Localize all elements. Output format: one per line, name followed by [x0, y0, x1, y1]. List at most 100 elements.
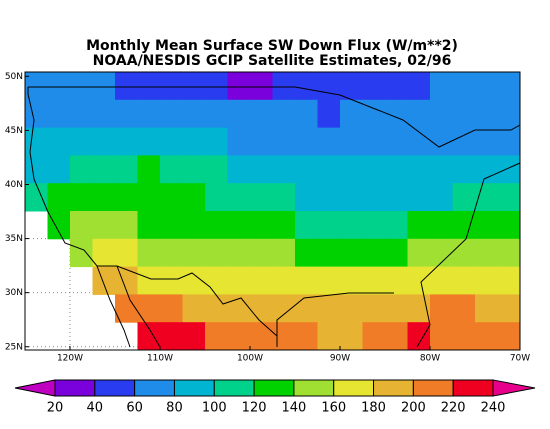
flux-cell — [452, 99, 476, 129]
colorbar-label: 100 — [202, 401, 227, 416]
flux-cell — [227, 183, 251, 212]
flux-cell — [160, 266, 183, 295]
flux-cell — [452, 238, 476, 268]
colorbar-label: 180 — [361, 401, 386, 416]
flux-cell — [430, 266, 453, 295]
mexico-coast — [116, 265, 161, 348]
flux-cell — [115, 294, 138, 323]
flux-cell — [92, 155, 116, 184]
flux-cell — [182, 127, 206, 156]
flux-cell — [250, 155, 273, 184]
flux-cell — [295, 183, 318, 212]
flux-cell — [475, 266, 498, 295]
colorbar-label: 80 — [166, 401, 183, 416]
flux-cell — [317, 72, 341, 101]
flux-cell — [137, 294, 161, 323]
flux-cell — [430, 183, 453, 212]
flux-cell — [340, 72, 363, 101]
flux-cell — [47, 155, 71, 184]
flux-cell — [452, 211, 476, 240]
flux-cell — [160, 155, 183, 184]
flux-cell — [475, 322, 498, 351]
subtitle-line: NOAA/NESDIS GCIP Satellite Estimates, 02… — [93, 53, 452, 69]
flux-cell — [295, 294, 318, 323]
flux-cell — [362, 322, 386, 351]
flux-cell — [497, 72, 521, 101]
flux-cell — [250, 72, 273, 101]
flux-cell — [272, 322, 296, 351]
colorbar-label: 220 — [441, 401, 466, 416]
flux-cell — [475, 99, 498, 129]
flux-cell — [205, 183, 228, 212]
flux-cell — [340, 99, 363, 129]
flux-cell — [295, 72, 318, 101]
flux-cell — [430, 155, 453, 184]
x-tick-label: 120W — [57, 354, 83, 364]
boundaries — [27, 86, 521, 348]
colorbar-under — [14, 379, 56, 397]
flux-cell — [317, 322, 341, 351]
flux-cell — [250, 127, 273, 156]
flux-cell — [182, 266, 206, 295]
mexico-border — [27, 87, 278, 337]
flux-cell — [137, 266, 161, 295]
flux-cell — [92, 127, 116, 156]
us-outline — [28, 86, 521, 148]
flux-cell — [340, 211, 363, 240]
colorbar-segment — [333, 379, 375, 397]
flux-cell — [317, 127, 341, 156]
flux-cell — [137, 72, 161, 101]
flux-cell — [340, 155, 363, 184]
flux-cell — [430, 127, 453, 156]
colorbar-label: 240 — [481, 401, 506, 416]
flux-cell — [385, 99, 408, 129]
flux-cell — [497, 99, 521, 129]
flux-cell — [250, 294, 273, 323]
x-tick-label: 80W — [420, 354, 440, 364]
map-frame — [24, 71, 521, 351]
flux-cell — [407, 266, 431, 295]
colorbar-segment — [173, 379, 215, 397]
flux-cell — [497, 294, 521, 323]
flux-cell — [385, 322, 408, 351]
flux-cell — [475, 238, 498, 268]
y-tick-label: 30N — [5, 288, 23, 298]
x-tick-label: 90W — [330, 354, 350, 364]
x-tick-label: 110W — [147, 354, 173, 364]
flux-cell — [92, 211, 116, 240]
flux-cell — [227, 266, 251, 295]
colorbar-segment — [253, 379, 295, 397]
flux-cell — [272, 127, 296, 156]
flux-cell — [340, 294, 363, 323]
gulf-border — [276, 292, 394, 347]
colorbar-label: 200 — [401, 401, 426, 416]
flux-cell — [340, 266, 363, 295]
flux-cell — [430, 322, 453, 351]
flux-cell — [317, 266, 341, 295]
flux-cell — [295, 238, 318, 268]
flux-cell — [475, 155, 498, 184]
flux-cell — [227, 211, 251, 240]
colorbar-label: 160 — [321, 401, 346, 416]
flux-cell — [295, 211, 318, 240]
flux-cell — [407, 99, 431, 129]
flux-cell — [182, 155, 206, 184]
colorbar-segment — [213, 379, 255, 397]
flux-cell — [475, 294, 498, 323]
flux-cell — [272, 238, 296, 268]
flux-cell — [205, 127, 228, 156]
y-tick-label: 40N — [5, 180, 23, 190]
flux-cell — [182, 72, 206, 101]
flux-cell — [385, 127, 408, 156]
flux-cell — [160, 294, 183, 323]
colorbar-segment — [452, 379, 494, 397]
flux-cell — [47, 211, 71, 240]
flux-cell — [452, 266, 476, 295]
x-tick-label: 70W — [510, 354, 530, 364]
flux-cell — [160, 99, 183, 129]
flux-cell — [137, 155, 161, 184]
flux-cell — [70, 155, 93, 184]
flux-cell — [407, 238, 431, 268]
